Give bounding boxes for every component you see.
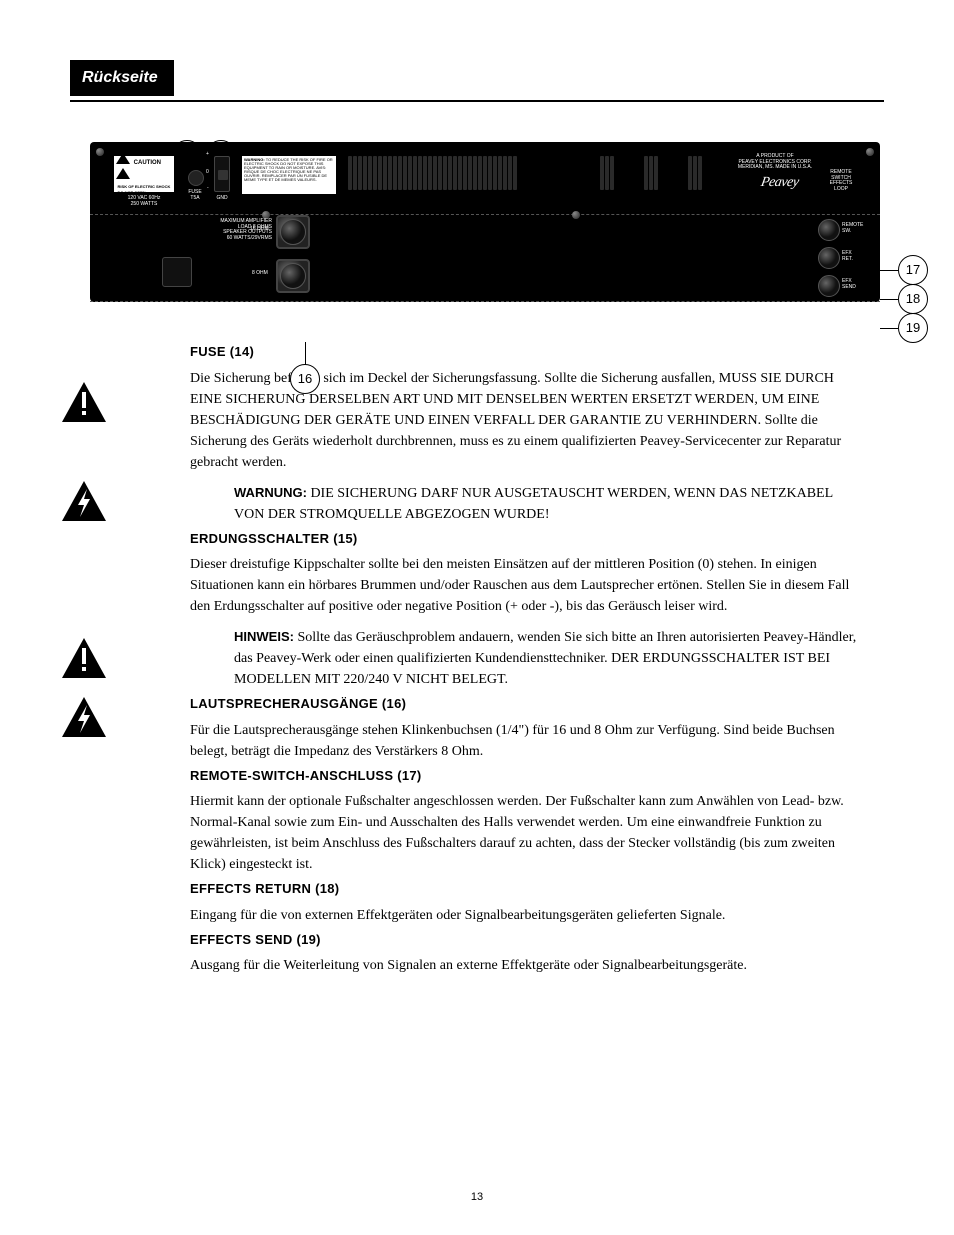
- section-fuse: FUSE (14) Die Sicherung befindet sich im…: [190, 342, 864, 525]
- product-origin-text: A PRODUCT OFPEAVEY ELECTRONICS CORP.MERI…: [730, 154, 820, 171]
- page-number: 13: [0, 1189, 954, 1206]
- caution-word: CAUTION: [134, 160, 161, 166]
- remote-switch-jack: [818, 219, 840, 241]
- efx-send-label: EFXSEND: [842, 279, 866, 290]
- header-rule: [70, 100, 884, 102]
- section-body: Eingang für die von externen Effektgerät…: [190, 905, 864, 926]
- jack-16ohm-label: 16 OHM: [250, 227, 269, 233]
- panel-screw: [572, 211, 580, 219]
- hint-label: HINWEIS:: [234, 629, 294, 644]
- callout-line: [880, 270, 898, 271]
- panel-top-row: CAUTION RISK OF ELECTRIC SHOCKDO NOT OPE…: [90, 142, 880, 214]
- vent-slots: [644, 156, 658, 190]
- peavey-logo: Peavey: [759, 172, 800, 193]
- caution-label-box: CAUTION RISK OF ELECTRIC SHOCKDO NOT OPE…: [114, 156, 174, 192]
- warning-note: WARNUNG: DIE SICHERUNG DARF NUR AUSGETAU…: [234, 483, 864, 525]
- section-title: FUSE (14): [190, 342, 864, 362]
- warning-body: TO REDUCE THE RISK OF FIRE OR ELECTRIC S…: [244, 157, 333, 182]
- section-body: Für die Lautsprecherausgänge stehen Klin…: [190, 720, 864, 762]
- remote-sw-label: REMOTESW.: [842, 223, 866, 234]
- polarity-minus: -: [207, 186, 209, 192]
- bolt-tri-icon: [116, 168, 130, 179]
- polarity-plus: +: [206, 152, 209, 158]
- callout-16: 16: [290, 364, 320, 394]
- callout-18: 18: [898, 284, 928, 314]
- vent-slots: [688, 156, 702, 190]
- callout-line: [305, 342, 306, 366]
- bolt-triangle-icon: [60, 479, 108, 523]
- power-rating-text: 120 VAC 60Hz250 WATTS: [114, 196, 174, 207]
- section-header: Rückseite: [70, 60, 174, 96]
- section-remote-switch: REMOTE-SWITCH-ANSCHLUSS (17) Hiermit kan…: [190, 766, 864, 876]
- efx-ret-label: EFXRET.: [842, 251, 866, 262]
- callout-19: 19: [898, 313, 928, 343]
- warning-text: DIE SICHERUNG DARF NUR AUSGETAUSCHT WERD…: [234, 486, 833, 522]
- rear-panel-diagram: 14 15 CAUTION RISK OF ELECTRIC SHOCKDO N…: [90, 142, 884, 302]
- vent-slots: [600, 156, 614, 190]
- icon-column-fuse: [60, 380, 116, 538]
- power-inlet: [162, 257, 192, 287]
- callout-line: [880, 299, 898, 300]
- section-title: ERDUNGSSCHALTER (15): [190, 529, 864, 549]
- jack-8ohm-label: 8 OHM: [252, 271, 268, 277]
- fuse-holder: [188, 170, 204, 186]
- section-speaker-out: LAUTSPRECHERAUSGÄNGE (16) Für die Lautsp…: [190, 694, 864, 762]
- section-title: REMOTE-SWITCH-ANSCHLUSS (17): [190, 766, 864, 786]
- hint-note: HINWEIS: Sollte das Geräuschproblem anda…: [234, 627, 864, 690]
- efx-return-jack: [818, 247, 840, 269]
- panel-bottom-row: MAXIMUM AMPLIFIERLOAD 8 OHMSSPEAKER OUTP…: [90, 214, 880, 302]
- bolt-triangle-icon: [60, 695, 108, 739]
- callout-line: [880, 328, 898, 329]
- fuse-label: FUSET5A: [180, 190, 210, 201]
- warning-text-box: WARNING: TO REDUCE THE RISK OF FIRE OR E…: [242, 156, 336, 194]
- polarity-zero: 0: [206, 170, 209, 176]
- section-ground: ERDUNGSSCHALTER (15) Dieser dreistufige …: [190, 529, 864, 691]
- ground-polarity-switch: [214, 156, 230, 192]
- caution-subtext: RISK OF ELECTRIC SHOCKDO NOT OPEN: [118, 184, 171, 196]
- exclaim-triangle-icon: [60, 380, 108, 424]
- section-title: LAUTSPRECHERAUSGÄNGE (16): [190, 694, 864, 714]
- section-effects-send: EFFECTS SEND (19) Ausgang für die Weiter…: [190, 930, 864, 977]
- icon-column-ground: [60, 636, 116, 754]
- efx-send-jack: [818, 275, 840, 297]
- vent-slots: [348, 156, 517, 190]
- amp-rear-panel: CAUTION RISK OF ELECTRIC SHOCKDO NOT OPE…: [90, 142, 880, 302]
- warning-label: WARNUNG:: [234, 485, 307, 500]
- hint-text: Sollte das Geräuschproblem andauern, wen…: [234, 630, 856, 687]
- section-body: Hiermit kann der optionale Fußschalter a…: [190, 791, 864, 875]
- section-title: EFFECTS SEND (19): [190, 930, 864, 950]
- callout-17: 17: [898, 255, 928, 285]
- remote-loop-label: REMOTESWITCHEFFECTSLOOP: [822, 170, 860, 192]
- section-body: Dieser dreistufige Kippschalter sollte b…: [190, 554, 864, 617]
- section-title: EFFECTS RETURN (18): [190, 879, 864, 899]
- exclaim-triangle-icon: [60, 636, 108, 680]
- document-body: FUSE (14) Die Sicherung befindet sich im…: [190, 342, 864, 976]
- section-effects-return: EFFECTS RETURN (18) Eingang für die von …: [190, 879, 864, 926]
- exclaim-tri-icon: [116, 153, 130, 164]
- section-body: Ausgang für die Weiterleitung von Signal…: [190, 955, 864, 976]
- gnd-label: GND: [212, 196, 232, 202]
